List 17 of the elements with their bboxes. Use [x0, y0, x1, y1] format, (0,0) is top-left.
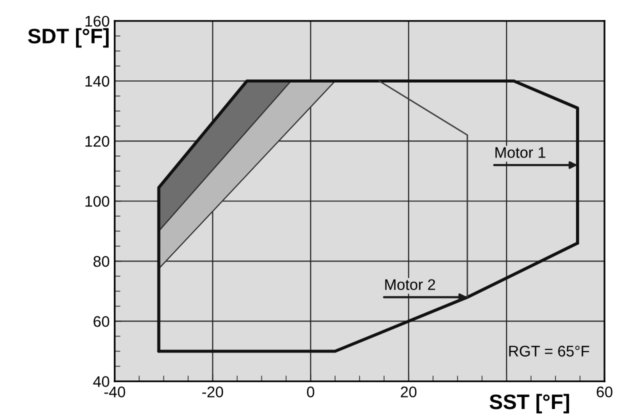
annotation: RGT = 65°F — [509, 346, 590, 357]
y-tick-label: 120 — [86, 136, 110, 147]
x-tick-label: 20 — [400, 386, 416, 398]
y-tick-label: 100 — [86, 196, 110, 207]
annotation: Motor 2 — [385, 279, 436, 290]
x-tick-label: 0 — [306, 386, 314, 398]
y-tick-label: 60 — [94, 316, 110, 327]
x-axis-title: SST [°F] — [490, 394, 570, 414]
x-tick-label: -40 — [104, 386, 126, 398]
y-tick-label: 80 — [94, 256, 110, 267]
y-tick-label: 40 — [93, 376, 110, 387]
annotation: Motor 1 — [495, 147, 546, 158]
y-tick-label: 160 — [86, 16, 110, 27]
y-tick-label: 140 — [86, 76, 110, 87]
x-tick-label: -20 — [202, 386, 224, 398]
y-axis-title: SDT [°F] — [28, 28, 109, 48]
x-tick-label: 60 — [596, 386, 612, 398]
